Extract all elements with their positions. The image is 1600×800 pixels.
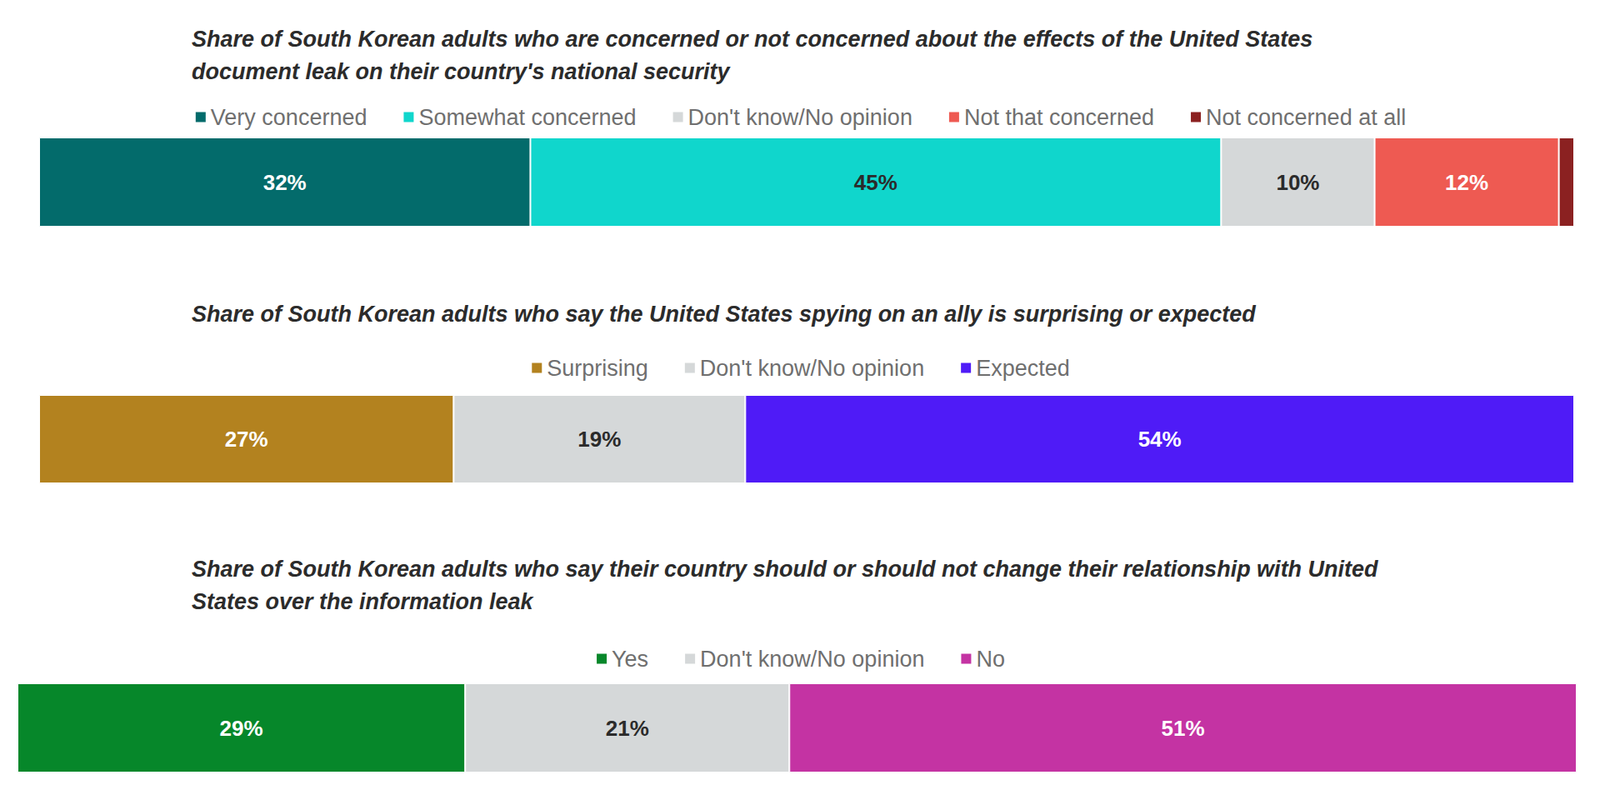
svg-text:21%: 21% xyxy=(605,715,650,741)
svg-text:45%: 45% xyxy=(854,170,898,195)
svg-text:27%: 27% xyxy=(225,426,269,452)
svg-text:Not concerned at all: Not concerned at all xyxy=(1205,105,1406,130)
svg-text:Surprising: Surprising xyxy=(546,355,649,381)
svg-text:Yes: Yes xyxy=(611,646,649,672)
svg-text:29%: 29% xyxy=(220,715,264,741)
svg-text:States over the information le: States over the information leak xyxy=(191,589,535,615)
svg-text:Somewhat concerned: Somewhat concerned xyxy=(418,105,636,130)
svg-text:Share of South Korean adults w: Share of South Korean adults who say the… xyxy=(191,301,1256,327)
svg-text:12%: 12% xyxy=(1445,170,1489,195)
svg-text:document leak on their country: document leak on their country's nationa… xyxy=(191,59,732,85)
svg-text:Don't know/No opinion: Don't know/No opinion xyxy=(700,355,925,381)
svg-text:Share of South Korean adults w: Share of South Korean adults who say the… xyxy=(191,556,1385,582)
svg-text:Very concerned: Very concerned xyxy=(210,105,368,130)
svg-text:51%: 51% xyxy=(1161,715,1205,741)
svg-text:Expected: Expected xyxy=(975,355,1070,381)
svg-text:Not that concerned: Not that concerned xyxy=(964,105,1155,130)
svg-text:19%: 19% xyxy=(577,426,621,452)
svg-text:No: No xyxy=(975,646,1005,672)
svg-text:32%: 32% xyxy=(263,170,307,195)
svg-text:54%: 54% xyxy=(1138,426,1182,452)
svg-text:Share of South Korean adults w: Share of South Korean adults who are con… xyxy=(191,26,1320,52)
svg-text:Don't know/No opinion: Don't know/No opinion xyxy=(688,105,913,130)
svg-text:10%: 10% xyxy=(1275,170,1320,195)
svg-text:Don't know/No opinion: Don't know/No opinion xyxy=(700,646,925,672)
